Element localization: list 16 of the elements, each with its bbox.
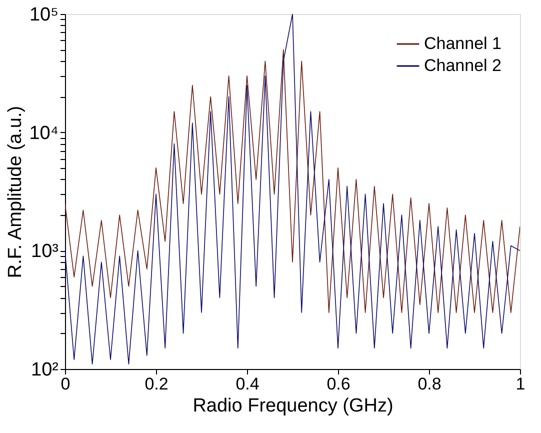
y-tick-label: 10⁴ (29, 122, 58, 144)
line-series (65, 49, 520, 313)
x-tick-label: 0.6 (326, 374, 350, 394)
x-tick-label: 0.4 (236, 374, 260, 394)
y-tick-label: 10³ (31, 241, 58, 262)
y-tick-label: 10⁵ (29, 4, 58, 26)
x-axis-title: Radio Frequency (GHz) (192, 396, 394, 416)
x-tick-label: 0.2 (144, 374, 168, 394)
x-tick-label: 1 (516, 374, 526, 394)
x-tick-label: 0 (60, 374, 70, 394)
y-axis-title: R.F. Amplitude (a.u.) (5, 106, 26, 278)
line-series (65, 14, 520, 364)
y-tick-label: 10² (31, 360, 58, 380)
legend-label: Channel 1 (424, 34, 502, 53)
legend-label: Channel 2 (424, 56, 502, 75)
x-tick-label: 0.8 (418, 374, 442, 394)
